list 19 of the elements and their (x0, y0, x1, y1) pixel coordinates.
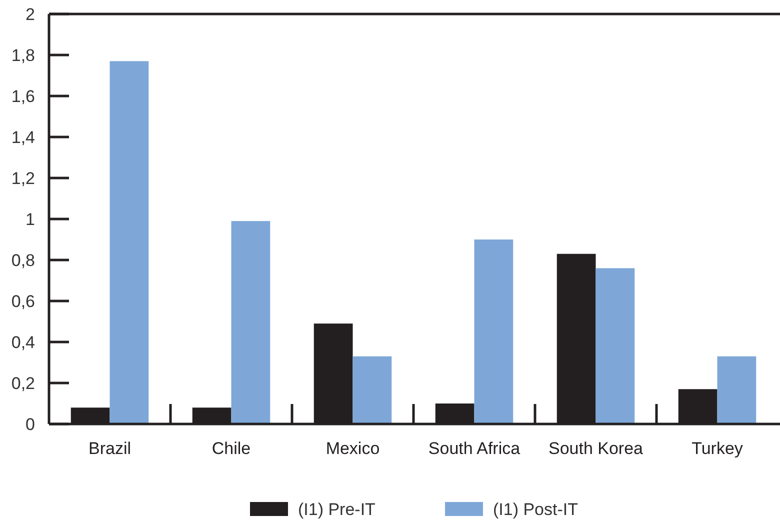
x-tick-label: Chile (212, 439, 251, 458)
x-tick-label: Brazil (88, 439, 132, 458)
x-tick-label: Turkey (692, 439, 744, 458)
legend-label: (I1) Pre-IT (298, 500, 376, 519)
x-tick-label: South Africa (428, 439, 521, 458)
y-tick-label: 2 (26, 4, 35, 24)
y-tick-label: 1 (26, 210, 35, 229)
y-tick-label: 0,2 (11, 374, 35, 393)
y-tick-label: 0,4 (11, 332, 35, 352)
y-tick-label: 0,8 (11, 250, 35, 270)
legend-label: (I1) Post-IT (493, 500, 578, 519)
y-tick-label: 1,2 (11, 168, 35, 188)
y-tick-label: 1,6 (11, 86, 35, 106)
y-tick-label: 1,8 (11, 46, 35, 65)
y-tick-label: 1,4 (11, 128, 35, 147)
x-tick-label: Mexico (326, 439, 380, 458)
x-tick-label: South Korea (548, 439, 644, 458)
y-tick-label: 0,6 (11, 292, 35, 311)
y-tick-label: 0 (26, 414, 35, 434)
